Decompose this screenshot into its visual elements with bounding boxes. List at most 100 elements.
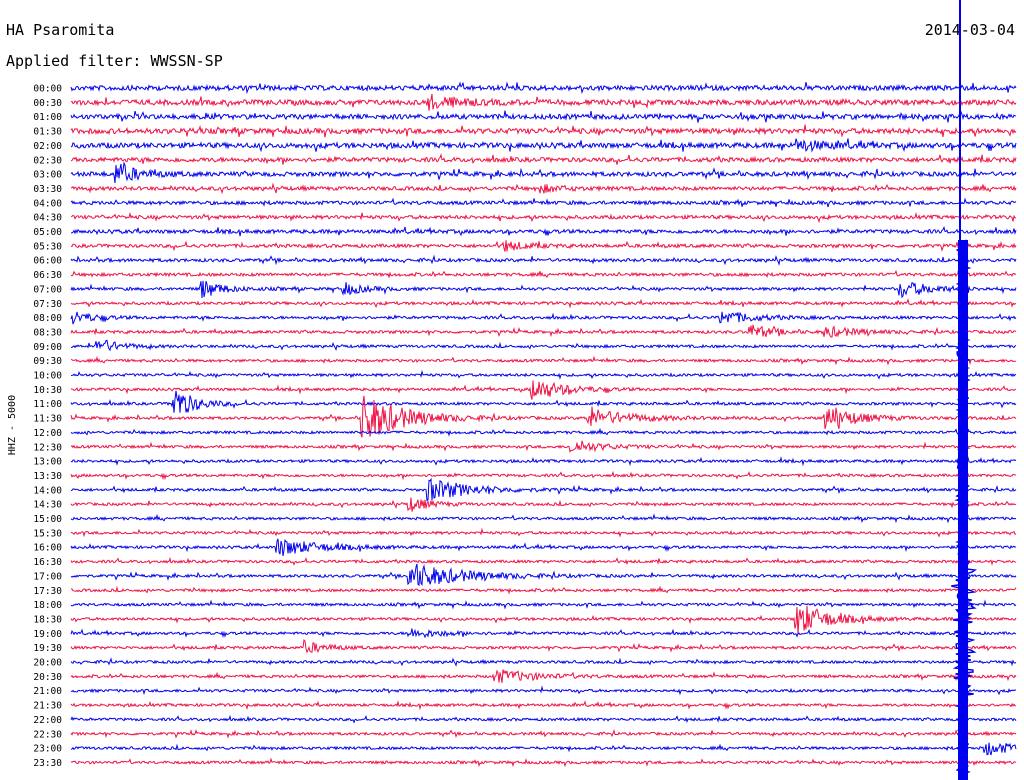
time-label: 15:30 [33,528,62,539]
channel-axis-label: HHZ - 5000 [7,395,18,455]
trace-line [70,440,1017,453]
date-label: 2014-03-04 [925,21,1015,39]
trace-line [70,427,1017,437]
time-label: 05:00 [33,227,62,238]
time-label: 05:30 [33,241,62,252]
trace-line [70,628,1017,639]
time-label: 22:00 [33,715,62,726]
time-label: 02:00 [33,141,62,152]
time-label: 07:00 [33,284,62,295]
time-label: 13:00 [33,457,62,468]
time-label: 09:00 [33,342,62,353]
time-label: 12:30 [33,442,62,453]
time-label: 01:30 [33,127,62,138]
trace-line [70,161,1017,184]
time-label: 10:30 [33,385,62,396]
trace-line [70,369,1017,380]
trace-line [70,355,1017,366]
trace-line [70,728,1017,739]
time-label: 23:30 [33,758,62,769]
time-label: 14:30 [33,500,62,511]
time-label: 17:00 [33,571,62,582]
time-label: 19:30 [33,643,62,654]
time-label: 15:00 [33,514,62,525]
time-label: 12:00 [33,428,62,439]
time-label: 16:00 [33,543,62,554]
trace-line [70,124,1017,138]
time-label: 08:00 [33,313,62,324]
trace-line [70,380,1017,400]
trace-line [70,742,1017,756]
trace-line [70,254,1017,266]
time-label: 16:30 [33,557,62,568]
time-label: 18:00 [33,600,62,611]
time-label: 18:30 [33,614,62,625]
time-label: 03:00 [33,170,62,181]
time-label: 22:30 [33,729,62,740]
time-label: 08:30 [33,327,62,338]
time-label: 14:00 [33,485,62,496]
trace-line [70,685,1017,696]
trace-line [70,240,1017,252]
trace-line [70,390,1017,413]
time-label: 17:30 [33,586,62,597]
trace-line [70,477,1017,502]
time-labels: 00:00 00:30 01:00 01:30 02:00 02:30 03:00 03:30… [33,84,62,769]
time-label: 04:30 [33,213,62,224]
trace-line [70,138,1017,153]
time-label: 04:00 [33,198,62,209]
filter-label: Applied filter: WWSSN-SP [6,52,223,70]
time-label: 01:00 [33,112,62,123]
trace-line [70,556,1017,566]
time-label: 00:00 [33,84,62,95]
trace-line [70,109,1017,123]
time-label: 13:30 [33,471,62,482]
trace-line [70,153,1017,165]
trace-line [70,81,1017,95]
time-label: 21:30 [33,701,62,712]
trace-line [70,538,1017,557]
time-label: 20:00 [33,658,62,669]
trace-line [70,470,1017,481]
time-label: 00:30 [33,98,62,109]
trace-line [70,657,1017,667]
trace-line [70,339,1017,352]
trace-line [70,93,1017,111]
trace-line [70,563,1017,587]
time-label: 03:30 [33,184,62,195]
trace-line [70,225,1017,237]
time-label: 06:30 [33,270,62,281]
time-label: 11:00 [33,399,62,410]
time-label: 20:30 [33,672,62,683]
trace-line [70,395,1017,438]
time-label: 09:30 [33,356,62,367]
trace-line [70,280,1017,299]
time-label: 10:00 [33,371,62,382]
time-label: 11:30 [33,414,62,425]
trace-line [70,311,1017,325]
time-label: 19:00 [33,629,62,640]
trace-line [70,714,1017,724]
trace-line [70,599,1017,610]
time-label: 21:00 [33,686,62,697]
time-label: 23:00 [33,744,62,755]
trace-line [70,513,1017,524]
trace-line [70,456,1017,467]
trace-line [70,182,1017,195]
trace-line [70,497,1017,512]
large-earthquake-signal [951,239,977,780]
trace-line [70,700,1017,711]
trace-line [70,669,1017,683]
trace-line [70,298,1017,309]
trace-line [70,638,1017,654]
seismic-traces [70,81,1017,768]
trace-line [70,269,1017,279]
time-label: 07:30 [33,299,62,310]
station-title: HA Psaromita [6,21,114,39]
time-label: 06:00 [33,256,62,267]
trace-line [70,585,1017,595]
trace-line [70,757,1017,768]
trace-line [70,197,1017,208]
time-label: 02:30 [33,155,62,166]
